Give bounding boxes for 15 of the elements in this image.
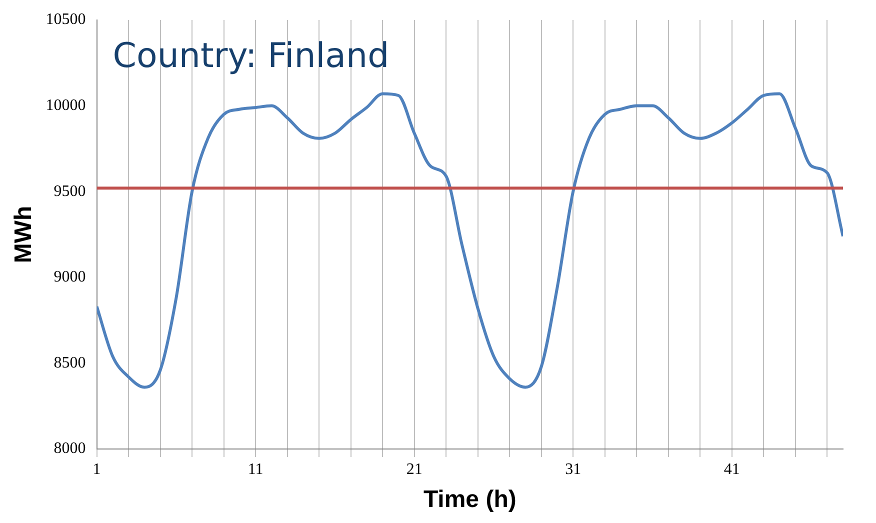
y-tick-label: 8500 (54, 354, 86, 372)
x-tick-label: 41 (724, 460, 740, 478)
y-axis-title: MWh (10, 206, 38, 264)
y-tick-label: 10000 (46, 97, 86, 114)
y-tick-label: 9000 (54, 268, 86, 286)
y-tick-label: 10500 (46, 11, 86, 28)
x-tick-label: 1 (92, 460, 101, 478)
y-tick-label: 9500 (54, 182, 86, 200)
x-tick-label: 31 (565, 460, 582, 478)
line-series (96, 92, 843, 389)
x-axis-title: Time (h) (423, 486, 516, 514)
x-tick-label: 11 (248, 460, 264, 478)
x-tick-label: 21 (406, 460, 422, 478)
y-tick-label: 8000 (54, 440, 86, 458)
text: Country: Finland (112, 36, 390, 76)
